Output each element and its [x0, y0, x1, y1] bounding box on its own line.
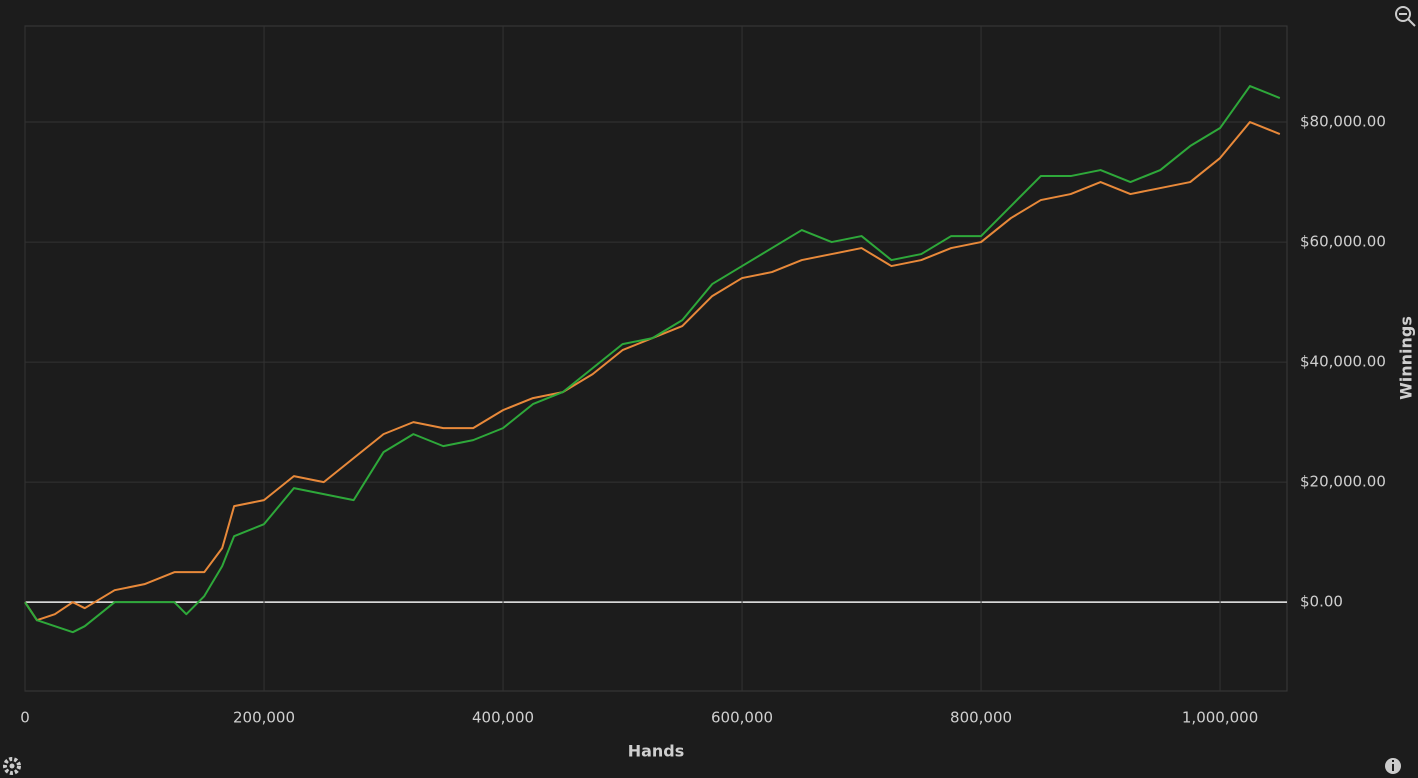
y-tick-label: $60,000.00	[1300, 233, 1386, 251]
x-axis-title: Hands	[628, 742, 685, 761]
y-tick-label: $0.00	[1300, 593, 1343, 611]
y-tick-label: $80,000.00	[1300, 113, 1386, 131]
series-line	[24, 121, 1281, 622]
zoom-icon[interactable]	[1395, 6, 1416, 27]
x-tick-label: 600,000	[711, 709, 773, 727]
x-tick-label: 800,000	[950, 709, 1012, 727]
x-tick-label: 1,000,000	[1182, 709, 1258, 727]
y-tick-label: $20,000.00	[1300, 473, 1386, 491]
x-tick-label: 0	[20, 709, 30, 727]
x-tick-label: 400,000	[472, 709, 534, 727]
series-line	[24, 85, 1281, 634]
y-tick-label: $40,000.00	[1300, 353, 1386, 371]
x-tick-label: 200,000	[233, 709, 295, 727]
settings-icon[interactable]	[3, 757, 21, 775]
y-axis-title: Winnings	[1397, 316, 1416, 400]
info-icon[interactable]	[1385, 758, 1401, 774]
